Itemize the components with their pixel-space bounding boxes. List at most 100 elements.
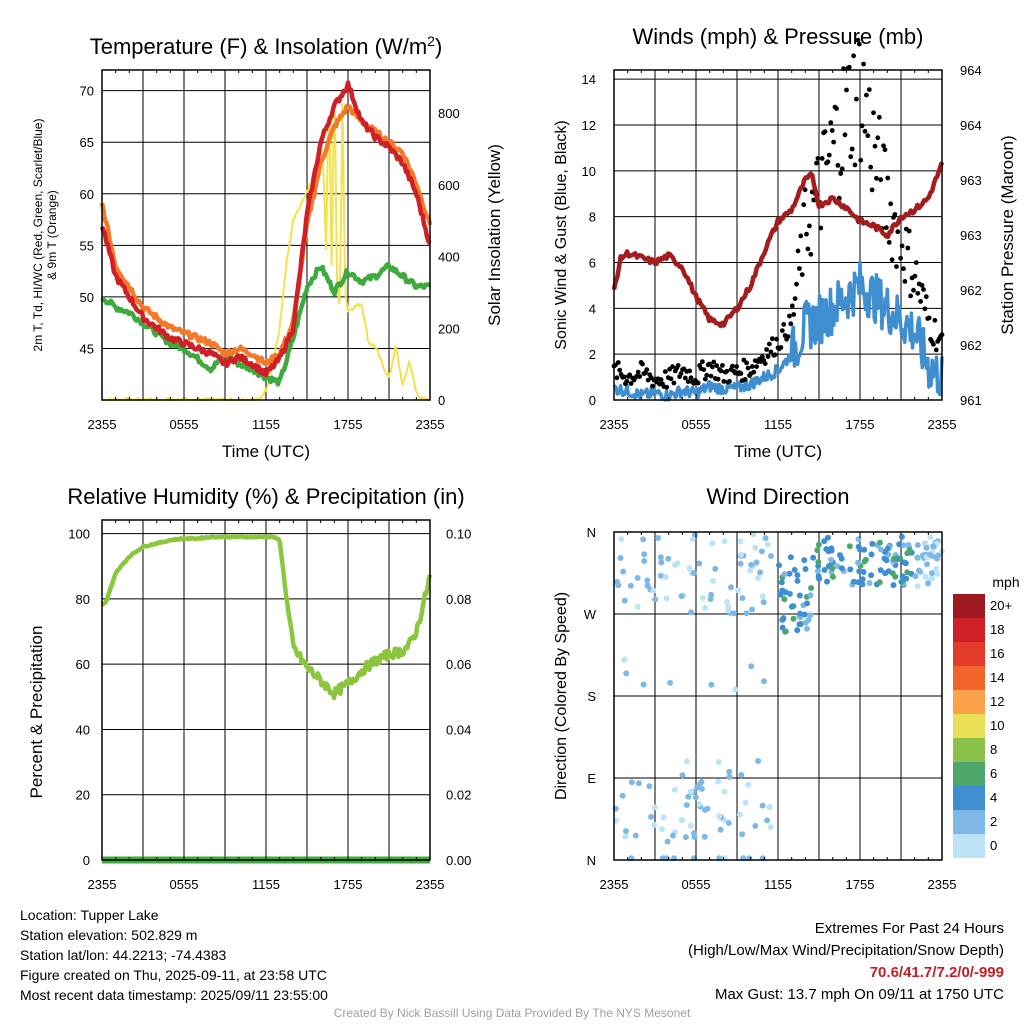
gust-point — [685, 379, 691, 384]
x-tick-label: 1755 — [334, 417, 363, 432]
gust-point — [918, 299, 923, 304]
x-tick-label: 2355 — [416, 417, 445, 432]
direction-point — [923, 544, 930, 551]
direction-point — [807, 592, 814, 599]
direction-point — [679, 817, 685, 824]
gust-point — [854, 96, 859, 102]
direction-point — [696, 801, 703, 807]
extremes-subtitle: (High/Low/Max Wind/Precipitation/Snow De… — [688, 942, 1004, 959]
x-tick-label: 1155 — [252, 877, 280, 892]
y2-tick-label: 964 — [960, 63, 982, 78]
direction-point — [731, 610, 738, 617]
gust-point — [670, 364, 675, 370]
direction-point — [742, 799, 749, 806]
created-text: Figure created on Thu, 2025-09-11, at 23… — [20, 967, 327, 983]
direction-point — [709, 540, 716, 547]
2m-t-line — [99, 80, 432, 378]
gust-point — [614, 375, 620, 381]
gust-point — [779, 328, 785, 333]
gust-point — [742, 377, 748, 382]
gust-point — [727, 379, 732, 384]
legend-swatch — [953, 666, 985, 690]
direction-point — [622, 833, 629, 840]
gust-point — [675, 363, 681, 368]
temperature-y-label-line1: 2m T, Td, HI/WC (Red, Green, Scarlet/Blu… — [31, 119, 45, 352]
direction-point — [794, 627, 801, 634]
gust-point — [848, 154, 854, 160]
direction-point — [859, 581, 866, 588]
direction-point — [682, 834, 689, 841]
gust-point — [884, 225, 889, 231]
y-tick-label: 80 — [76, 592, 90, 607]
wind-direction-y-ticks: N E S W N — [584, 525, 597, 868]
direction-point — [759, 802, 766, 809]
direction-point — [877, 546, 884, 553]
temperature-x-ticks: 2355 0555 1155 1755 2355 — [88, 70, 445, 432]
direction-point — [898, 578, 905, 585]
gust-point — [799, 272, 805, 277]
gust-point — [862, 128, 868, 134]
direction-point — [721, 788, 728, 795]
gust-point — [919, 282, 925, 288]
direction-point — [804, 600, 810, 607]
legend-title: mph — [992, 574, 1019, 590]
gust-point — [885, 175, 891, 181]
direction-point — [764, 817, 771, 824]
direction-point — [914, 554, 921, 561]
direction-point — [796, 621, 803, 628]
direction-point — [794, 572, 801, 579]
legend-swatch — [953, 738, 985, 762]
gust-point — [825, 159, 831, 165]
direction-point — [778, 579, 785, 586]
gust-point — [702, 376, 708, 382]
gust-point — [624, 378, 630, 384]
gust-point — [902, 279, 908, 284]
speed-color-legend: 20+ 18 16 14 12 10 8 6 4 2 0 — [953, 594, 1012, 858]
x-tick-label: 2355 — [928, 417, 957, 432]
direction-point — [623, 670, 630, 677]
y-tick-label: 8 — [589, 210, 596, 225]
direction-point — [697, 780, 704, 787]
extremes-values: 70.6/41.7/7.2/0/-999 — [869, 964, 1004, 981]
gust-point — [627, 372, 633, 378]
gust-point — [628, 381, 634, 386]
direction-point — [796, 592, 803, 599]
x-tick-label: 1755 — [846, 877, 875, 892]
y2-tick-label: 200 — [438, 321, 460, 336]
gust-point — [864, 92, 869, 98]
direction-point — [715, 759, 722, 765]
direction-point — [652, 596, 659, 603]
direction-point — [821, 567, 828, 573]
direction-point — [860, 569, 867, 575]
gust-point — [695, 380, 701, 386]
direction-point — [846, 543, 853, 550]
gust-point — [644, 367, 650, 372]
direction-point — [829, 565, 836, 572]
gust-point — [805, 246, 811, 252]
direction-point — [780, 616, 786, 623]
direction-point — [802, 619, 809, 626]
recent-data-text: Most recent data timestamp: 2025/09/11 2… — [20, 987, 328, 1003]
direction-point — [640, 536, 647, 543]
direction-point — [786, 590, 793, 597]
gust-point — [828, 120, 834, 125]
gust-point — [787, 313, 792, 319]
x-tick-label: 2355 — [416, 877, 445, 892]
y-tick-label: 4 — [589, 301, 596, 316]
gust-point — [678, 371, 684, 376]
y2-tick-label: 962 — [960, 283, 982, 298]
direction-point — [737, 560, 744, 567]
y-tick-label: 65 — [80, 135, 94, 150]
gust-point — [635, 369, 641, 375]
legend-swatch — [953, 714, 985, 738]
direction-point — [934, 555, 941, 562]
direction-point — [758, 548, 765, 555]
direction-point — [670, 832, 676, 839]
x-tick-label: 1755 — [334, 877, 363, 892]
gust-point — [650, 383, 655, 389]
gust-point — [762, 361, 768, 366]
direction-point — [687, 822, 694, 829]
direction-point — [838, 555, 845, 562]
legend-swatch — [953, 642, 985, 666]
direction-point — [877, 567, 884, 574]
